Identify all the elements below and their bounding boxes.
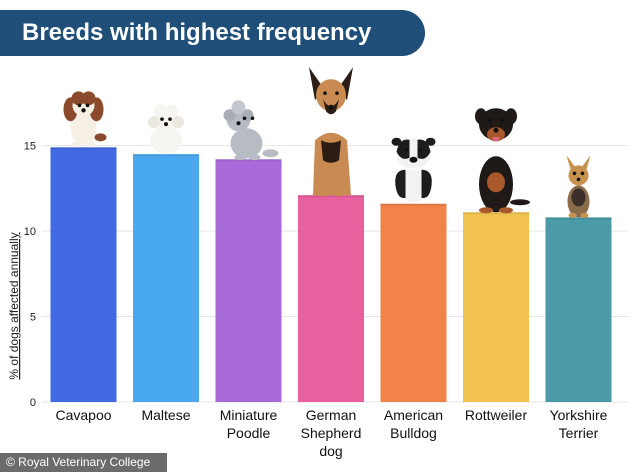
bar [463,212,529,402]
poodle-dog-icon [223,100,279,161]
x-tick-label: Rottweiler [465,407,528,423]
source-credit: © Royal Veterinary College [0,453,167,472]
bar [380,203,447,402]
x-tick-label: American Bulldog [384,407,443,441]
bar-top-edge [545,217,612,220]
x-tick-label: Yorkshire Terrier [550,407,608,441]
y-tick-label: 5 [30,312,36,324]
bar [215,159,282,402]
dog-illustrations [63,67,591,218]
y-axis-label: % of dogs affected annually [7,232,21,379]
bar-top-edge [463,212,529,215]
bar-top-edge [133,154,199,157]
rottweiler-dog-icon [475,108,530,214]
cavapoo-dog-icon [63,91,107,148]
maltese-dog-icon [148,104,184,154]
x-tick-label: Miniature Poodle [220,407,278,441]
bar-top-edge [50,147,117,150]
yorkshire-terrier-dog-icon [566,155,591,218]
title-banner: Breeds with highest frequency [0,10,425,56]
y-tick-label: 15 [24,141,36,153]
y-tick-label: 0 [30,397,36,409]
bar [298,195,364,402]
bulldog-dog-icon [391,137,436,202]
german-shepherd-dog-icon [309,67,353,197]
bar-top-edge [298,195,364,198]
bar-top-edge [380,203,447,206]
x-tick-label: Cavapoo [55,407,111,423]
bar [133,154,199,402]
bar [50,147,117,402]
bar-top-edge [215,159,282,162]
chart-title: Breeds with highest frequency [22,19,372,46]
x-tick-label: Maltese [141,407,190,423]
y-tick-label: 10 [24,226,36,238]
x-tick-label: German Shepherd dog [301,407,362,459]
bar [545,217,612,402]
